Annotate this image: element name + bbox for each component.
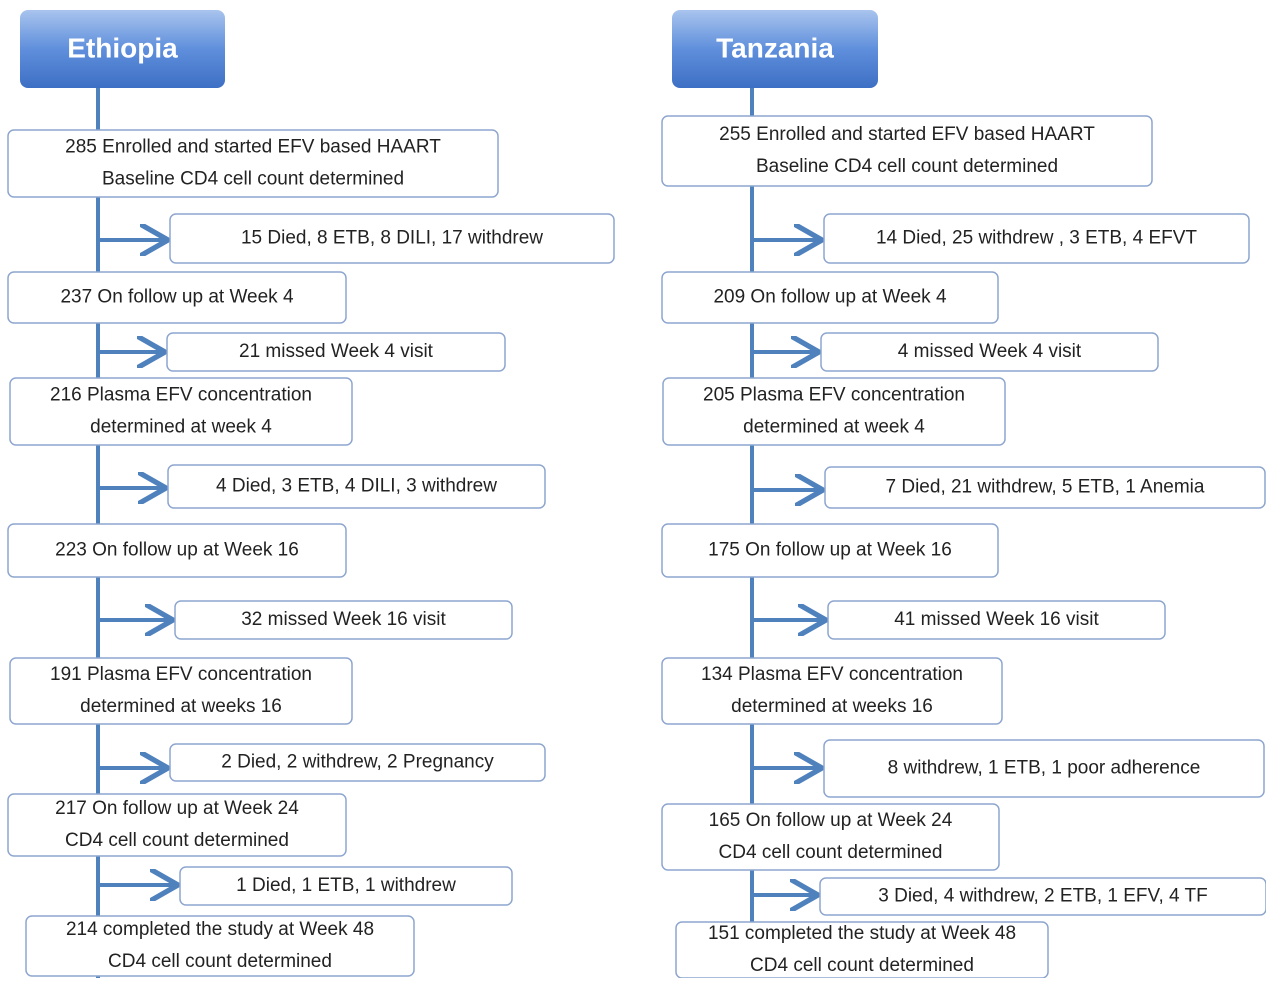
exit-text: 1 Died, 1 ETB, 1 withdrew [236, 875, 456, 896]
exit-text: 4 missed Week 4 visit [898, 341, 1082, 362]
exit-text: 15 Died, 8 ETB, 8 DILI, 17 withdrew [241, 228, 543, 249]
step-box [25, 915, 415, 977]
step-box [7, 129, 499, 198]
exit-text: 21 missed Week 4 visit [239, 341, 434, 362]
step-text: 165 On follow up at Week 24 [709, 810, 953, 831]
header-box [672, 10, 878, 88]
step-box [7, 523, 347, 578]
exit-box [823, 739, 1265, 798]
exit-box [824, 466, 1266, 509]
step-text: determined at week 4 [90, 417, 272, 438]
step-box [7, 271, 347, 324]
step-box [662, 377, 1006, 446]
step-text: determined at weeks 16 [731, 696, 933, 717]
step-text: 223 On follow up at Week 16 [55, 540, 299, 561]
step-text: determined at weeks 16 [80, 696, 282, 717]
exit-text: 3 Died, 4 withdrew, 2 ETB, 1 EFV, 4 TF [878, 886, 1208, 907]
step-box [9, 377, 353, 446]
step-text: CD4 cell count determined [65, 830, 289, 851]
step-text: Baseline CD4 cell count determined [756, 156, 1058, 177]
step-box [661, 271, 999, 324]
step-box [661, 115, 1153, 187]
exit-text: 14 Died, 25 withdrew , 3 ETB, 4 EFVT [876, 228, 1197, 249]
exit-box [174, 600, 513, 640]
exit-text: 7 Died, 21 withdrew, 5 ETB, 1 Anemia [886, 477, 1205, 498]
exit-box [823, 213, 1250, 264]
step-text: 209 On follow up at Week 4 [713, 287, 946, 308]
step-box [7, 793, 347, 857]
step-text: 255 Enrolled and started EFV based HAART [719, 124, 1095, 145]
exit-text: 8 withdrew, 1 ETB, 1 poor adherence [888, 758, 1201, 779]
step-text: 214 completed the study at Week 48 [66, 919, 374, 940]
step-text: determined at week 4 [743, 417, 925, 438]
exit-box [819, 877, 1266, 916]
exit-box [167, 464, 546, 509]
step-text: 151 completed the study at Week 48 [708, 923, 1016, 944]
step-text: 134 Plasma EFV concentration [701, 664, 963, 685]
exit-box [820, 332, 1159, 372]
header-title: Ethiopia [67, 32, 178, 63]
step-text: 217 On follow up at Week 24 [55, 798, 299, 819]
exit-text: 4 Died, 3 ETB, 4 DILI, 3 withdrew [216, 476, 497, 497]
step-text: CD4 cell count determined [719, 842, 943, 863]
step-text: 216 Plasma EFV concentration [50, 385, 312, 406]
exit-box [169, 213, 615, 264]
exit-box [166, 332, 506, 372]
exit-box [827, 600, 1166, 640]
step-box [661, 523, 999, 578]
step-text: 205 Plasma EFV concentration [703, 385, 965, 406]
step-text: Baseline CD4 cell count determined [102, 169, 404, 190]
step-text: 175 On follow up at Week 16 [708, 540, 952, 561]
step-text: CD4 cell count determined [108, 951, 332, 972]
step-box [661, 803, 1000, 871]
step-text: CD4 cell count determined [750, 955, 974, 976]
exit-box [179, 866, 513, 906]
exit-text: 41 missed Week 16 visit [894, 609, 1099, 630]
exit-text: 2 Died, 2 withdrew, 2 Pregnancy [221, 752, 494, 773]
step-box [9, 657, 353, 725]
step-text: 285 Enrolled and started EFV based HAART [65, 137, 441, 158]
exit-text: 32 missed Week 16 visit [241, 609, 446, 630]
header-title: Tanzania [716, 32, 834, 63]
step-text: 191 Plasma EFV concentration [50, 664, 312, 685]
header-box [20, 10, 225, 88]
step-box [661, 657, 1003, 725]
exit-box [169, 743, 546, 782]
step-text: 237 On follow up at Week 4 [60, 287, 293, 308]
